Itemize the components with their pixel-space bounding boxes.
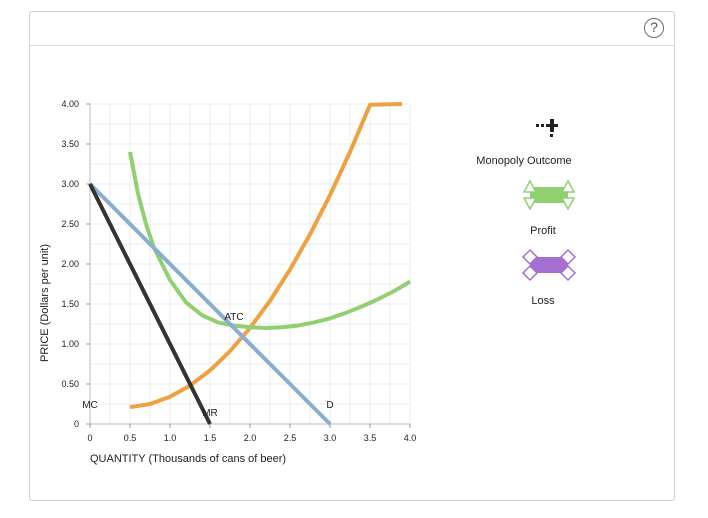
y-tick-label: 0 [74, 419, 79, 429]
palette-monopoly-outcome[interactable]: Monopoly Outcome [476, 119, 572, 167]
y-tick-label: 1.50 [61, 299, 79, 309]
x-axis-label: QUANTITY (Thousands of cans of beer) [90, 453, 286, 465]
panel-header: ? [30, 12, 674, 46]
chart-curve-labels: MC ATC D MR [82, 312, 333, 419]
y-axis-label: PRICE (Dollars per unit) [39, 244, 51, 362]
x-tick-label: 2.0 [244, 433, 257, 443]
y-tick-label: 0.50 [61, 379, 79, 389]
curve-mc[interactable] [129, 102, 403, 410]
profit-label: Profit [530, 225, 556, 237]
x-tick-label: 4.0 [404, 433, 417, 443]
profit-icon [522, 179, 576, 211]
monopoly-outcome-label: Monopoly Outcome [476, 155, 571, 167]
x-tick-label: 0 [87, 433, 92, 443]
curve-mr[interactable] [88, 183, 212, 425]
help-button[interactable]: ? [644, 18, 664, 38]
chart-curves[interactable] [88, 102, 412, 426]
monopoly-outcome-icon [536, 119, 558, 137]
curve-label-atc: ATC [224, 312, 243, 323]
x-tick-label: 3.0 [324, 433, 337, 443]
y-tick-label: 3.50 [61, 139, 79, 149]
y-tick-label: 4.00 [61, 99, 79, 109]
curve-label-mr: MR [202, 408, 218, 419]
y-tick-label: 2.50 [61, 219, 79, 229]
x-tick-label: 0.5 [124, 433, 137, 443]
y-tick-label: 1.00 [61, 339, 79, 349]
x-tick-label: 1.0 [164, 433, 177, 443]
loss-icon [521, 248, 577, 282]
curve-label-d: D [326, 400, 333, 411]
curve-d[interactable] [88, 182, 332, 426]
chart-ticks: 0 0.5 1.0 1.5 2.0 2.5 3.0 3.5 4.000.501.001.502.… [61, 99, 416, 443]
palette-profit[interactable]: Profit [522, 179, 576, 237]
y-tick-label: 3.00 [61, 179, 79, 189]
loss-label: Loss [531, 295, 555, 307]
y-tick-label: 2.00 [61, 259, 79, 269]
x-tick-label: 3.5 [364, 433, 377, 443]
chart-grid [90, 103, 411, 424]
palette-loss[interactable]: Loss [521, 248, 577, 307]
x-tick-label: 1.5 [204, 433, 217, 443]
curve-label-mc: MC [82, 400, 98, 411]
x-tick-label: 2.5 [284, 433, 297, 443]
